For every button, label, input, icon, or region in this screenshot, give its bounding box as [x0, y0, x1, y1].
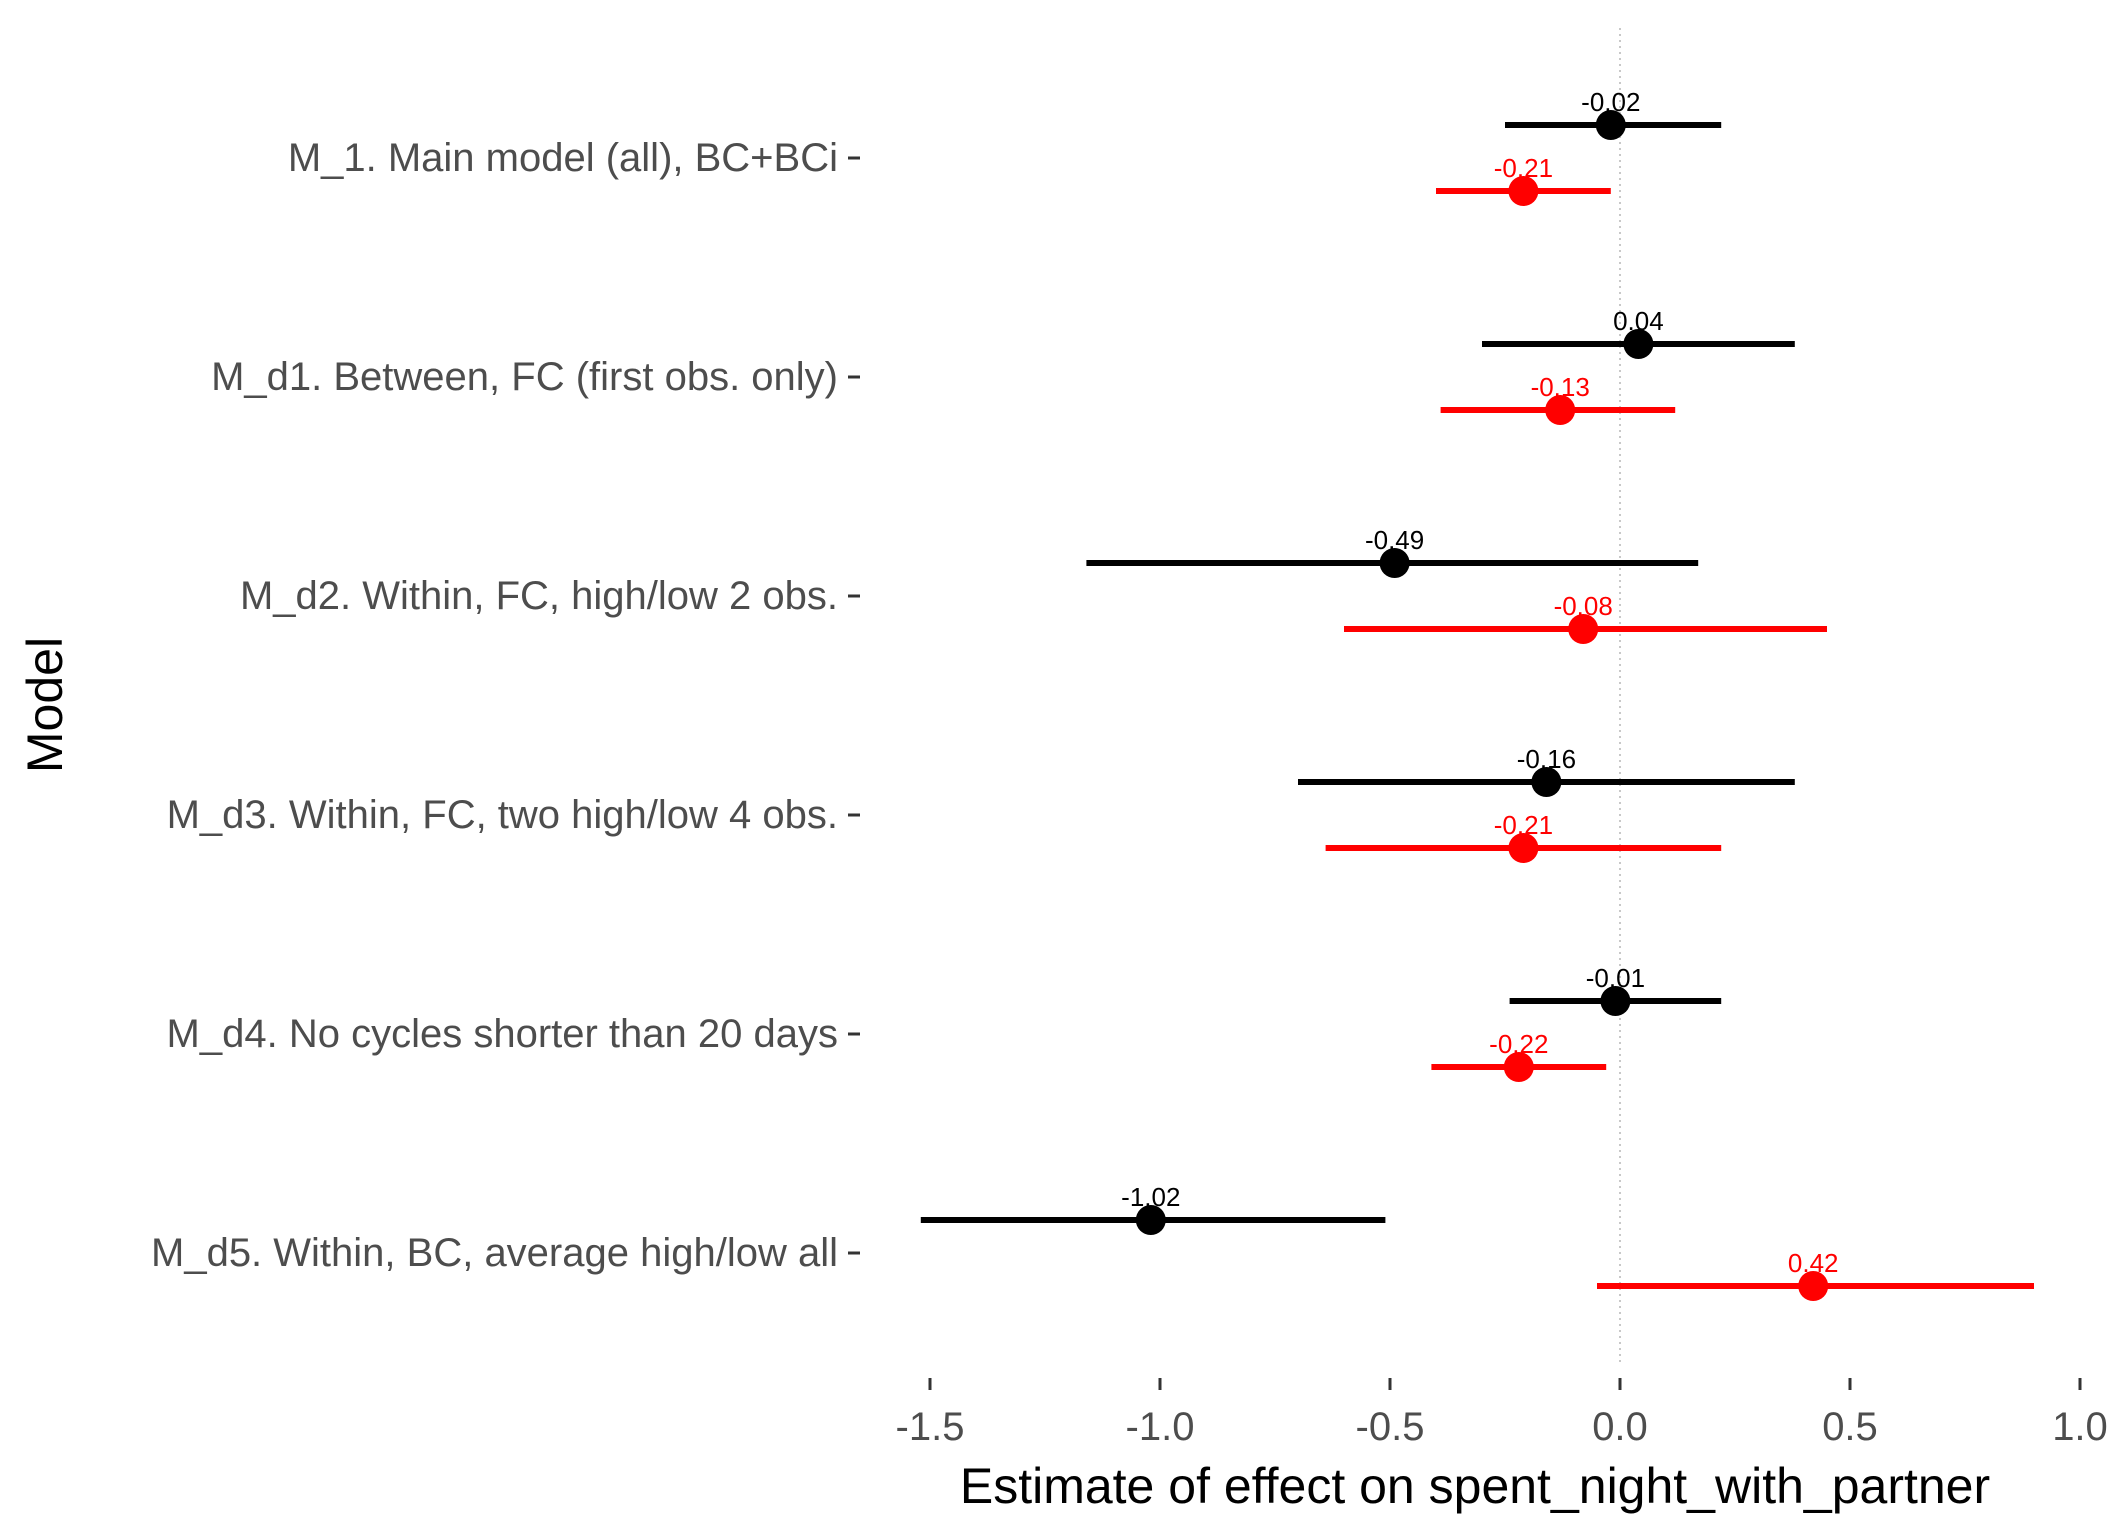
estimate-label: -0.02 [1581, 87, 1640, 117]
x-tick-label: 0.0 [1592, 1405, 1648, 1449]
estimate-label: -0.01 [1586, 963, 1645, 993]
estimate-point [1508, 176, 1539, 206]
estimate-label: -0.13 [1531, 372, 1590, 402]
series-0: -0.02 0.04 -0.49 -0.16 -0.01 -1.02 [920, 87, 1795, 1235]
y-tick-label: M_1. Main model (all), BC+BCi [288, 136, 838, 180]
estimate-point [1503, 1052, 1534, 1082]
estimate-point [1545, 395, 1576, 425]
estimate-point [1623, 329, 1654, 359]
estimate-label: -1.02 [1121, 1182, 1180, 1212]
y-tick-label: M_d3. Within, FC, two high/low 4 obs. [167, 793, 838, 837]
estimate-label: -0.49 [1365, 525, 1424, 555]
y-tick-label: M_d5. Within, BC, average high/low all [151, 1231, 838, 1275]
y-tick-label: M_d2. Within, FC, high/low 2 obs. [240, 574, 838, 618]
estimate-label: -0.08 [1554, 591, 1613, 621]
y-tick-label: M_d1. Between, FC (first obs. only) [211, 355, 838, 399]
x-tick-label: -0.5 [1356, 1405, 1425, 1449]
series-1: -0.21 -0.13 -0.08 -0.21 -0.22 0.42 [1325, 153, 2034, 1301]
estimate-point [1595, 110, 1626, 140]
estimate-label: -0.16 [1517, 744, 1576, 774]
estimate-label: -0.21 [1494, 153, 1553, 183]
estimate-label: 0.42 [1788, 1248, 1839, 1278]
x-tick-label: 0.5 [1822, 1405, 1878, 1449]
y-tick-label: M_d4. No cycles shorter than 20 days [167, 1012, 838, 1056]
x-axis: -1.5 -1.0 -0.5 0.0 0.5 1.0 [896, 1378, 2108, 1449]
estimate-marks: -0.020.04-0.49-0.16-0.01-1.02-0.21-0.13-… [920, 87, 2034, 1301]
y-axis-title: Model [17, 637, 73, 773]
estimate-point [1600, 986, 1631, 1016]
estimate-point [1798, 1271, 1829, 1301]
estimate-label: -0.21 [1494, 810, 1553, 840]
estimate-label: -0.22 [1489, 1029, 1548, 1059]
estimate-point [1379, 548, 1410, 578]
estimate-point [1135, 1205, 1166, 1235]
x-tick-label: 1.0 [2052, 1405, 2108, 1449]
estimate-point [1508, 833, 1539, 863]
estimate-label: 0.04 [1613, 306, 1664, 336]
estimate-point [1531, 767, 1562, 797]
estimate-point [1568, 614, 1599, 644]
x-tick-label: -1.5 [896, 1405, 965, 1449]
x-tick-label: -1.0 [1126, 1405, 1195, 1449]
x-axis-title: Estimate of effect on spent_night_with_p… [960, 1458, 1990, 1514]
y-axis: M_1. Main model (all), BC+BCi M_d1. Betwe… [151, 136, 860, 1275]
